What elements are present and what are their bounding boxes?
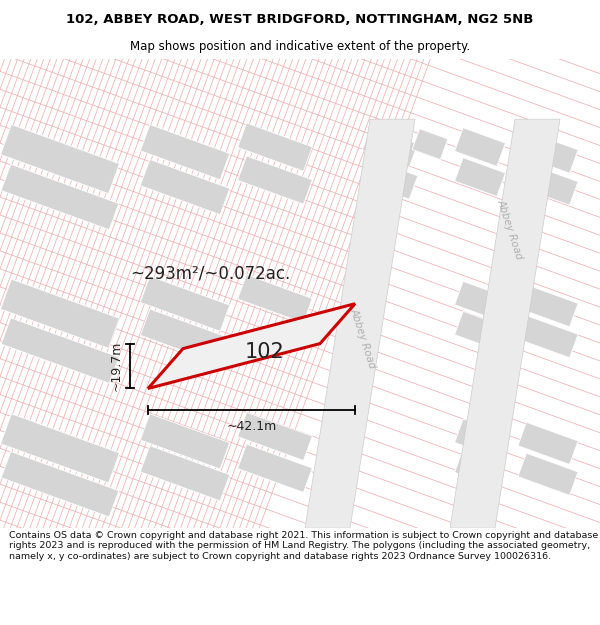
Polygon shape [140,414,230,469]
Text: ~19.7m: ~19.7m [110,341,122,391]
Polygon shape [518,163,578,205]
Polygon shape [518,131,578,173]
Polygon shape [455,158,505,196]
Polygon shape [1,279,119,348]
Polygon shape [148,304,355,389]
Polygon shape [1,414,119,483]
Polygon shape [140,309,230,364]
Polygon shape [140,446,230,501]
Text: 102, ABBEY ROAD, WEST BRIDGFORD, NOTTINGHAM, NG2 5NB: 102, ABBEY ROAD, WEST BRIDGFORD, NOTTING… [67,13,533,26]
Text: Abbey Road: Abbey Road [349,308,377,370]
Text: 102: 102 [245,342,285,362]
Text: Contains OS data © Crown copyright and database right 2021. This information is : Contains OS data © Crown copyright and d… [9,531,598,561]
Polygon shape [518,453,578,496]
Polygon shape [362,159,418,199]
Polygon shape [1,451,119,517]
Polygon shape [1,164,119,230]
Polygon shape [455,281,505,320]
Polygon shape [140,276,230,331]
Polygon shape [1,124,119,194]
Polygon shape [238,412,313,461]
Text: Abbey Road: Abbey Road [496,198,524,260]
Polygon shape [455,127,505,166]
Polygon shape [455,311,505,350]
Polygon shape [238,274,313,323]
Polygon shape [450,119,560,528]
Polygon shape [362,127,418,168]
Polygon shape [518,422,578,464]
Polygon shape [238,156,313,204]
Polygon shape [518,284,578,327]
Polygon shape [238,123,313,171]
Polygon shape [455,449,505,488]
Polygon shape [140,159,230,214]
Polygon shape [518,316,578,357]
Polygon shape [140,124,230,180]
Polygon shape [412,129,448,159]
Polygon shape [238,444,313,493]
Text: Map shows position and indicative extent of the property.: Map shows position and indicative extent… [130,41,470,53]
Polygon shape [305,119,415,528]
Text: ~42.1m: ~42.1m [226,420,277,433]
Polygon shape [1,318,119,383]
Polygon shape [455,419,505,457]
Text: ~293m²/~0.072ac.: ~293m²/~0.072ac. [130,265,290,282]
